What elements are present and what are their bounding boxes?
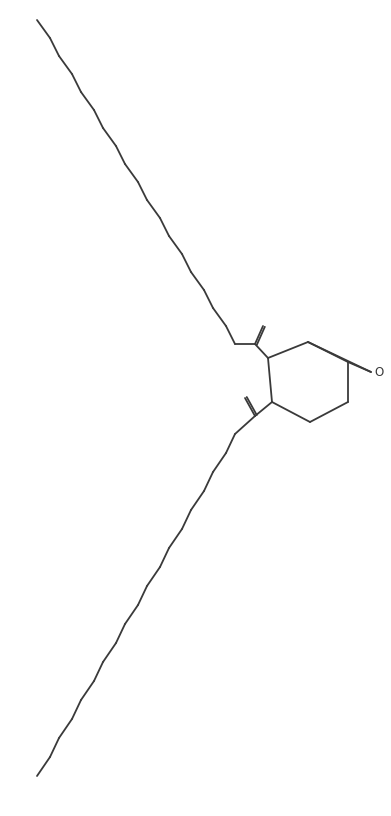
Text: O: O — [374, 366, 383, 379]
